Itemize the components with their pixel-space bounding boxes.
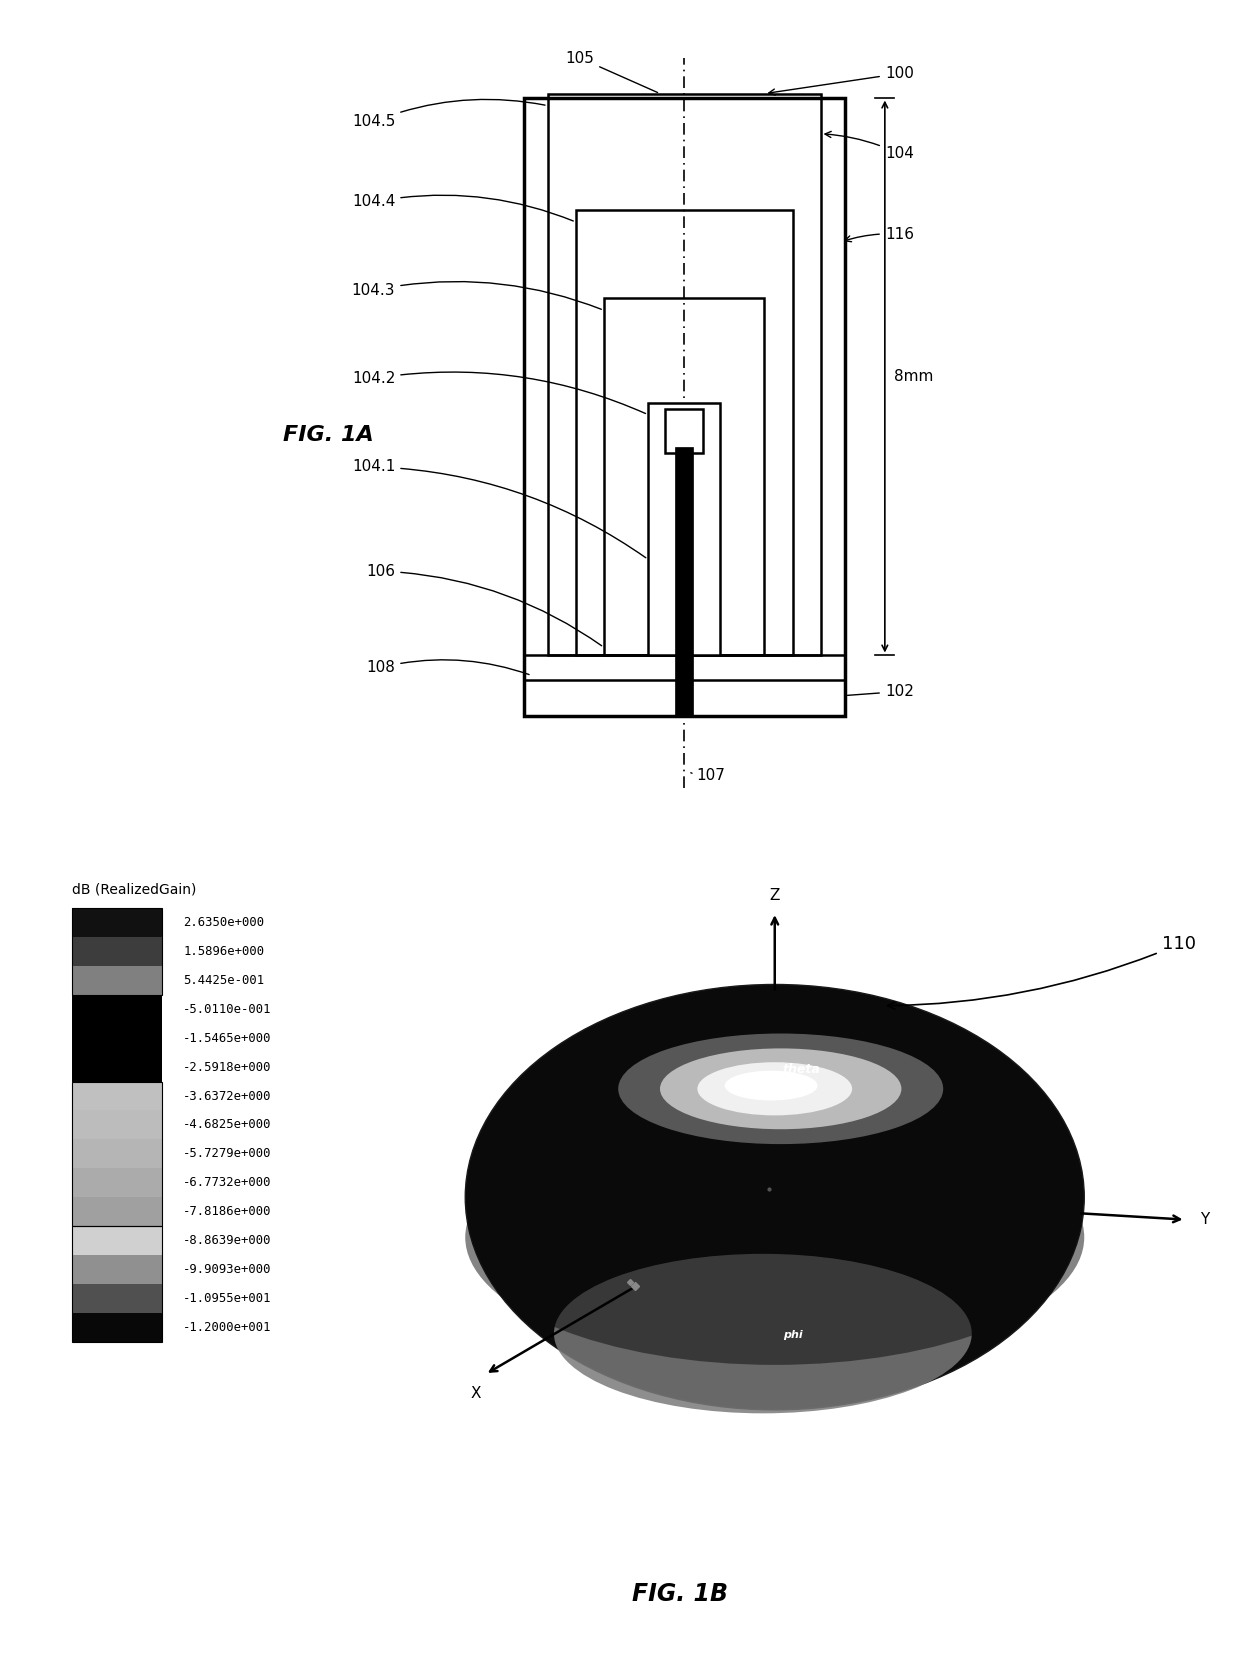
Text: 1.5896e+000: 1.5896e+000 (184, 945, 264, 958)
Text: 100: 100 (769, 67, 914, 95)
Bar (575, 211, 792, 655)
Bar (72, 908, 161, 995)
Text: FIG. 1B: FIG. 1B (631, 1582, 728, 1607)
Text: dB (RealizedGain): dB (RealizedGain) (72, 883, 197, 896)
Text: 106: 106 (366, 563, 601, 645)
Bar (666, 410, 703, 453)
Text: 104.4: 104.4 (352, 194, 573, 221)
Bar (72, 908, 161, 936)
Text: -6.7732e+000: -6.7732e+000 (184, 1175, 272, 1189)
Text: -9.9093e+000: -9.9093e+000 (184, 1262, 272, 1276)
Bar (72, 1110, 161, 1139)
Text: 107: 107 (696, 769, 725, 782)
Text: -7.8186e+000: -7.8186e+000 (184, 1206, 272, 1219)
Text: Y: Y (1200, 1212, 1209, 1227)
Text: -1.0955e+001: -1.0955e+001 (184, 1292, 272, 1304)
Text: FIG. 1A: FIG. 1A (283, 425, 373, 445)
Bar (72, 995, 161, 1023)
Bar (649, 403, 720, 655)
Text: 104: 104 (825, 132, 914, 161)
Text: 102: 102 (847, 684, 914, 699)
Ellipse shape (660, 1048, 901, 1129)
Text: 2.6350e+000: 2.6350e+000 (184, 916, 264, 930)
Text: 8mm: 8mm (894, 370, 934, 385)
Text: 5.4425e-001: 5.4425e-001 (184, 975, 264, 986)
Ellipse shape (465, 985, 1084, 1409)
Text: -3.6372e+000: -3.6372e+000 (184, 1090, 272, 1102)
Bar (72, 1139, 161, 1169)
Text: 104.2: 104.2 (352, 371, 646, 413)
Bar (604, 298, 765, 655)
Bar (548, 94, 821, 655)
Bar (72, 1082, 161, 1110)
Ellipse shape (554, 1254, 972, 1413)
Bar (72, 936, 161, 966)
Text: 105: 105 (565, 50, 657, 92)
Bar (523, 97, 844, 716)
Ellipse shape (619, 1033, 944, 1144)
Bar (72, 1226, 161, 1341)
Text: 104.5: 104.5 (352, 99, 546, 129)
Text: -2.5918e+000: -2.5918e+000 (184, 1060, 272, 1073)
Ellipse shape (465, 1110, 1084, 1364)
Text: -5.7279e+000: -5.7279e+000 (184, 1147, 272, 1160)
Text: -1.2000e+001: -1.2000e+001 (184, 1321, 272, 1334)
Text: -4.6825e+000: -4.6825e+000 (184, 1119, 272, 1132)
Bar (72, 1313, 161, 1341)
Text: X: X (470, 1386, 481, 1401)
Bar (72, 1053, 161, 1082)
Bar (72, 1226, 161, 1256)
Bar (72, 1082, 161, 1226)
Text: 104.3: 104.3 (352, 281, 601, 309)
Text: -8.8639e+000: -8.8639e+000 (184, 1234, 272, 1247)
Text: theta: theta (782, 1063, 820, 1077)
Bar (72, 966, 161, 995)
Text: 108: 108 (366, 660, 529, 675)
Text: Z: Z (770, 888, 780, 903)
Text: 110: 110 (888, 935, 1195, 1010)
Text: -5.0110e-001: -5.0110e-001 (184, 1003, 272, 1017)
Bar (72, 1284, 161, 1313)
Bar (72, 1023, 161, 1053)
Text: 104.1: 104.1 (352, 460, 646, 558)
Bar (72, 1197, 161, 1226)
Ellipse shape (724, 1070, 817, 1100)
Ellipse shape (697, 1062, 852, 1115)
Bar (676, 446, 693, 716)
Text: phi: phi (782, 1331, 802, 1341)
Bar (72, 1256, 161, 1284)
Bar (72, 1169, 161, 1197)
Text: -1.5465e+000: -1.5465e+000 (184, 1032, 272, 1045)
Text: 116: 116 (844, 227, 914, 242)
